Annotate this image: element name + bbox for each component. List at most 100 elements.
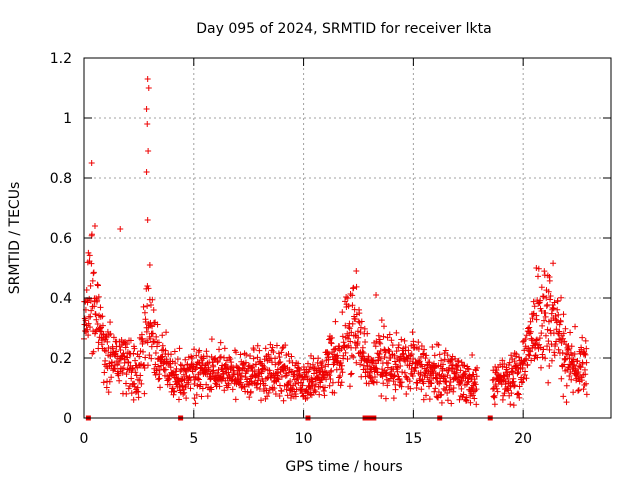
- data-point: [524, 361, 531, 368]
- data-point: [123, 371, 130, 378]
- data-point: [136, 377, 143, 384]
- data-point: [355, 334, 362, 341]
- data-point: [572, 323, 579, 330]
- data-point: [433, 393, 440, 400]
- data-point: [345, 303, 352, 310]
- data-point: [105, 345, 112, 352]
- data-point: [183, 395, 190, 402]
- data-point: [163, 329, 170, 336]
- data-point: [95, 293, 102, 300]
- data-point: [557, 318, 564, 325]
- data-point: [292, 393, 299, 400]
- data-point: [426, 376, 433, 383]
- data-point: [582, 351, 589, 358]
- x-axis-label: GPS time / hours: [285, 459, 402, 475]
- data-point: [145, 285, 152, 292]
- data-point: [490, 393, 497, 400]
- data-point: [432, 363, 439, 370]
- data-point: [443, 384, 450, 391]
- data-point: [446, 382, 453, 389]
- data-point: [349, 292, 356, 299]
- data-point: [559, 335, 566, 342]
- data-point: [337, 359, 344, 366]
- data-point: [316, 391, 323, 398]
- data-point: [327, 376, 334, 383]
- data-point: [117, 347, 124, 354]
- data-point: [380, 333, 387, 340]
- data-point: [135, 388, 142, 395]
- data-point: [544, 343, 551, 350]
- data-point: [334, 358, 341, 365]
- data-point: [379, 373, 386, 380]
- data-point: [435, 342, 442, 349]
- data-point: [473, 373, 480, 380]
- data-point: [325, 350, 332, 357]
- data-point: [356, 310, 363, 317]
- data-point: [287, 378, 294, 385]
- data-point: [545, 288, 552, 295]
- data-point: [139, 338, 146, 345]
- data-point: [381, 323, 388, 330]
- data-point: [193, 352, 200, 359]
- data-point: [149, 323, 156, 330]
- data-point: [122, 380, 129, 387]
- data-point: [471, 395, 478, 402]
- data-point: [516, 354, 523, 361]
- data-point: [176, 345, 183, 352]
- data-point: [117, 226, 124, 232]
- data-point: [88, 307, 95, 314]
- data-point: [189, 355, 196, 362]
- data-point: [567, 329, 574, 336]
- data-point: [502, 381, 509, 388]
- data-point: [541, 317, 548, 324]
- data-point: [562, 355, 569, 362]
- data-point: [556, 321, 563, 328]
- data-point: [411, 368, 418, 375]
- data-point: [352, 344, 359, 351]
- data-point: [575, 387, 582, 394]
- x-tick-label: 20: [514, 431, 532, 447]
- data-point: [449, 361, 456, 368]
- data-point: [329, 379, 336, 386]
- data-point: [148, 355, 155, 362]
- data-point: [564, 351, 571, 358]
- data-point: [231, 370, 238, 377]
- y-tick-label: 1: [63, 111, 72, 127]
- data-point: [566, 364, 573, 371]
- data-point: [423, 352, 430, 359]
- data-point: [525, 325, 532, 332]
- data-point: [149, 330, 156, 337]
- data-point: [102, 357, 109, 364]
- data-point: [182, 356, 189, 363]
- data-point: [287, 394, 294, 401]
- data-point: [350, 284, 357, 291]
- data-point: [538, 308, 545, 315]
- x-tick-label: 15: [404, 431, 422, 447]
- data-point: [227, 355, 234, 362]
- data-point: [272, 391, 279, 398]
- data-point: [272, 361, 279, 368]
- data-point: [533, 265, 540, 271]
- data-point: [339, 309, 346, 316]
- data-point: [124, 341, 131, 348]
- data-point: [196, 376, 203, 383]
- data-point: [520, 360, 527, 367]
- data-point: [357, 361, 364, 368]
- data-point: [348, 370, 355, 377]
- data-point: [203, 348, 210, 355]
- data-point: [536, 335, 543, 342]
- data-point: [288, 353, 295, 360]
- data-point: [171, 388, 178, 395]
- data-point: [328, 339, 335, 346]
- data-point: [144, 217, 151, 223]
- data-point: [431, 352, 438, 359]
- data-point: [568, 343, 575, 350]
- data-point: [352, 316, 359, 323]
- data-point: [583, 359, 590, 366]
- data-point: [580, 386, 587, 393]
- data-point: [515, 391, 522, 398]
- data-point: [254, 354, 261, 361]
- data-point: [258, 368, 265, 375]
- data-point: [122, 344, 129, 351]
- data-point: [346, 325, 353, 332]
